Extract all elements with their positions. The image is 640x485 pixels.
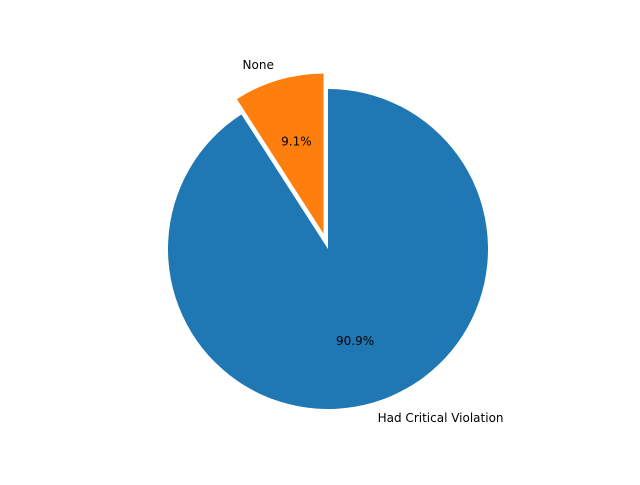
pie-pct-label: 9.1% [281,135,312,149]
pie-slice-none [236,73,324,234]
pie-pct-label: 90.9% [336,334,374,348]
pie-category-label: None [243,58,274,72]
pie-slice-had-critical-violation [167,89,489,409]
pie-category-label: Had Critical Violation [378,411,504,425]
